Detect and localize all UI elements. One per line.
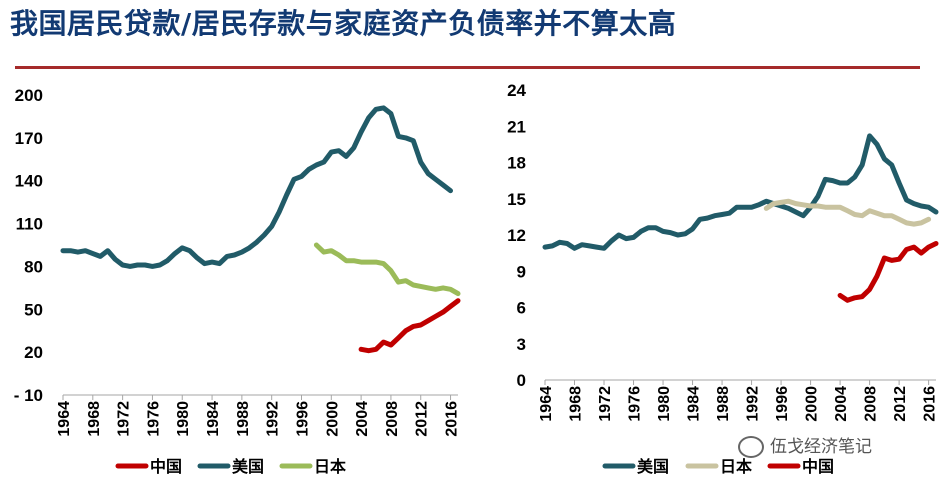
watermark: 伍戈经济笔记 [738, 432, 872, 458]
x-tick-label: 1964 [538, 386, 555, 422]
y-tick-label: 200 [15, 86, 43, 105]
y-tick-label: 170 [15, 129, 43, 148]
x-tick-label: 2016 [444, 401, 461, 437]
y-tick-label: 50 [24, 300, 43, 319]
x-tick-label: 1984 [205, 401, 222, 437]
x-tick-label: 2008 [863, 386, 880, 422]
series-line [313, 242, 461, 297]
x-tick-label: 2012 [414, 401, 431, 437]
legend-label: 美国 [232, 457, 264, 476]
x-tick-label: 2016 [922, 386, 939, 422]
x-tick-label: 1968 [568, 386, 585, 422]
y-tick-label: 18 [507, 154, 526, 173]
x-tick-label: 2004 [833, 386, 850, 422]
wechat-icon [738, 436, 764, 458]
x-tick-label: 1964 [56, 401, 73, 437]
watermark-text: 伍戈经济笔记 [770, 437, 872, 457]
y-tick-label: 80 [24, 257, 43, 276]
series-line [60, 105, 453, 269]
series-line [358, 298, 461, 354]
y-tick-label: 3 [517, 335, 526, 354]
x-tick-label: 2004 [354, 401, 371, 437]
y-tick-label: 20 [24, 343, 43, 362]
legend-label: 日本 [314, 457, 346, 476]
page-title: 我国居民贷款/居民存款与家庭资产负债率并不算太高 [10, 7, 677, 40]
y-tick-label: - 10 [14, 386, 43, 405]
x-tick-label: 1992 [265, 401, 282, 437]
x-tick-label: 1980 [175, 401, 192, 437]
legend-label: 中国 [150, 457, 182, 476]
x-tick-label: 2000 [804, 386, 821, 422]
x-tick-label: 2012 [892, 386, 909, 422]
y-tick-label: 9 [517, 262, 526, 281]
x-tick-label: 2008 [384, 401, 401, 437]
legend-label: 中国 [802, 457, 834, 476]
x-tick-label: 1996 [774, 386, 791, 422]
x-tick-label: 1996 [294, 401, 311, 437]
legend-label: 日本 [720, 457, 752, 476]
x-tick-label: 1992 [745, 386, 762, 422]
y-tick-label: 12 [507, 226, 526, 245]
x-tick-label: 1980 [656, 386, 673, 422]
x-tick-label: 1972 [116, 401, 133, 437]
x-tick-label: 1988 [235, 401, 252, 437]
series-line [837, 241, 939, 303]
x-tick-label: 1984 [686, 386, 703, 422]
x-tick-label: 1976 [627, 386, 644, 422]
x-tick-label: 1976 [145, 401, 162, 437]
title-divider [15, 66, 920, 69]
y-tick-label: 24 [507, 81, 526, 100]
x-tick-label: 2000 [324, 401, 341, 437]
y-tick-label: 0 [517, 371, 526, 390]
y-tick-label: 140 [15, 172, 43, 191]
y-tick-label: 15 [507, 190, 526, 209]
y-tick-label: 21 [507, 117, 526, 136]
left-chart: 200 170 140 110 80 50 20 - 10 1964 1968 1972 1976 19… [14, 86, 461, 476]
x-tick-label: 1988 [715, 386, 732, 422]
x-tick-label: 1968 [86, 401, 103, 437]
y-tick-label: 110 [16, 215, 43, 234]
right-chart: 24 21 18 15 12 9 6 3 0 1964 1968 1972 1976 1980 1984 19… [507, 81, 939, 476]
legend-label: 美国 [637, 457, 669, 476]
series-line [542, 133, 939, 251]
series-line [763, 198, 932, 227]
y-tick-label: 6 [517, 299, 526, 318]
x-tick-label: 1972 [597, 386, 614, 422]
